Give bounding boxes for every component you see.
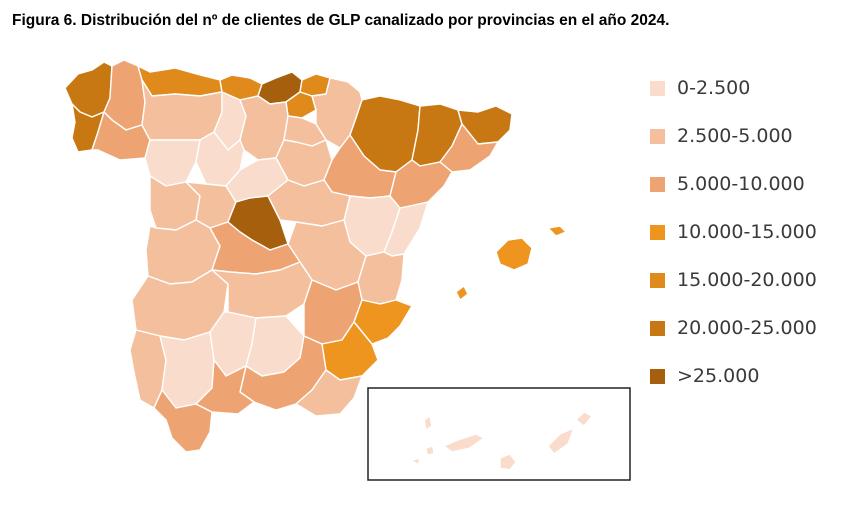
region-asturias: [137, 65, 223, 97]
legend-swatch: [650, 80, 665, 96]
legend-swatch: [650, 320, 665, 336]
legend-swatch: [650, 176, 665, 192]
legend-item: 20.000-25.000: [650, 304, 817, 352]
legend-item: 0-2.500: [650, 64, 817, 112]
legend-swatch: [650, 368, 665, 384]
legend-item: 15.000-20.000: [650, 256, 817, 304]
region-illes-balears: [455, 225, 567, 301]
island-ibiza: [455, 285, 469, 301]
legend-item: >25.000: [650, 352, 817, 400]
region-malaga: [195, 359, 255, 415]
legend-item: 5.000-10.000: [650, 160, 817, 208]
island-la-palma: [423, 415, 433, 431]
legend-label: 15.000-20.000: [677, 269, 817, 291]
island-mallorca: [495, 237, 533, 271]
legend-label: 10.000-15.000: [677, 221, 817, 243]
island-menorca: [547, 225, 567, 237]
legend-swatch: [650, 128, 665, 144]
legend-item: 2.500-5.000: [650, 112, 817, 160]
region-canarias: [411, 411, 593, 471]
canarias-inset-frame: [367, 387, 631, 481]
legend-swatch: [650, 272, 665, 288]
region-guadalajara: [267, 179, 351, 227]
legend-swatch: [650, 224, 665, 240]
region-almeria: [295, 369, 363, 417]
island-tenerife: [443, 433, 485, 453]
figure-title: Figura 6. Distribución del nº de cliente…: [12, 12, 670, 29]
region-valencia: [357, 251, 405, 305]
legend-label: >25.000: [677, 365, 760, 387]
region-barcelona: [439, 123, 499, 173]
island-la-gomera: [425, 445, 435, 456]
legend-label: 20.000-25.000: [677, 317, 817, 339]
island-el-hierro: [411, 457, 421, 466]
legend: 0-2.500 2.500-5.000 5.000-10.000 10.000-…: [650, 64, 817, 400]
island-lanzarote: [575, 411, 593, 427]
region-valladolid: [195, 131, 245, 187]
island-fuerteventura: [547, 427, 575, 455]
legend-item: 10.000-15.000: [650, 208, 817, 256]
legend-label: 2.500-5.000: [677, 125, 793, 147]
island-gran-canaria: [499, 453, 517, 471]
legend-label: 0-2.500: [677, 77, 751, 99]
legend-label: 5.000-10.000: [677, 173, 805, 195]
region-gipuzkoa: [299, 73, 331, 97]
